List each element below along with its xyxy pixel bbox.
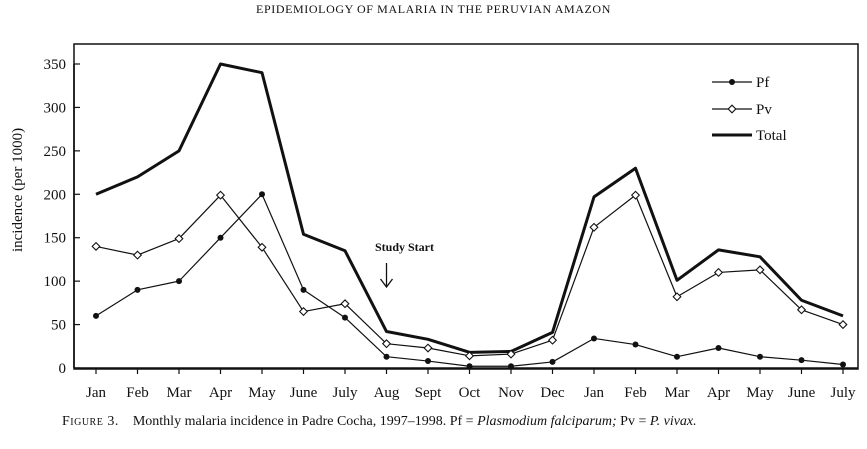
series-pf-point [93,312,99,319]
series-pf-point [259,191,265,198]
series-pf-point [134,286,141,293]
series-pf-point [383,353,390,360]
x-tick-label: Aug [374,385,400,401]
series-pv-point [506,349,516,359]
page-header: EPIDEMIOLOGY OF MALARIA IN THE PERUVIAN … [256,2,611,16]
series-pf [93,191,846,370]
series-pv-point [713,267,724,278]
series-pv-point [215,190,226,200]
x-tick-label: Apr [209,385,232,401]
caption-pf-species: Plasmodium falciparum; [477,414,617,429]
y-tick-label: 150 [44,231,67,247]
series-pf-point [217,234,224,241]
series-pv-point [340,299,350,309]
x-tick-label: Feb [624,385,647,401]
series-pv-point [423,343,433,353]
x-tick-label: Apr [707,385,730,401]
legend-pv-label: Pv [756,102,772,118]
x-tick-label: Sept [415,385,443,401]
legend-total: Total [712,128,787,144]
series-pf-point [757,353,763,360]
y-tick-label: 200 [44,187,67,203]
x-tick-label: July [830,385,856,401]
series-pf-point [549,358,556,365]
series-pf-point [176,278,182,285]
y-tick-label: 0 [59,361,67,377]
series-pv-point [91,241,101,251]
x-tick-label: June [788,385,816,401]
y-tick-label: 300 [44,100,67,116]
series-pf-point [342,314,348,321]
legend-pf-label: Pf [756,75,769,91]
plot-frame [73,43,859,370]
series-pv-point [589,222,599,232]
series-pf-point [300,286,307,293]
series-pv-point [755,265,765,275]
series-pf-point [466,363,473,370]
series-pf-point [798,357,805,364]
x-tick-label: Dec [540,385,564,401]
series-pv-point [838,319,848,330]
x-tick-label: Oct [459,385,481,401]
x-tick-label: July [332,385,358,401]
series-pf-point [674,353,680,360]
x-tick-label: Nov [498,385,524,401]
y-tick-label: 350 [44,57,67,73]
x-tick-label: Jan [86,385,106,401]
series-pv-point [298,306,309,317]
malaria-incidence-chart: incidence (per 1000) 0 50 100 150 200 250 300 3… [10,43,859,401]
series-pv-point [132,250,143,260]
legend-pv: Pv [712,102,772,118]
series-pv-point [672,292,682,302]
caption-pv-species: P. vivax. [649,414,697,429]
series-pf-point [508,363,514,370]
study-start-arrowhead [379,278,394,289]
x-tick-label: June [290,385,318,401]
y-tick-label: 50 [51,318,66,334]
series-pv-point [381,339,392,349]
x-tick-label: Mar [665,385,690,401]
x-ticks: Jan Feb Mar Apr May June July Aug Sept Oct Nov Dec J… [86,368,856,401]
caption-text: Monthly malaria incidence in Padre Cocha… [132,414,478,429]
study-start-label: Study Start [375,240,434,254]
series-pv-point [464,351,475,361]
annotation-layer: Study Start [375,240,434,289]
figure-caption: Figure 3. Monthly malaria incidence in Pa… [62,414,697,430]
x-tick-label: Jan [584,385,604,401]
series-pv-point [630,190,641,200]
legend-total-label: Total [756,128,787,144]
series-pf-point [632,341,639,348]
y-tick-label: 250 [44,144,67,160]
legend-pf-point [729,79,735,85]
y-axis-label: incidence (per 1000) [10,128,26,252]
series-pf-point [840,361,846,368]
legend: Pf Pv Total [712,75,787,144]
y-tick-label: 100 [44,274,67,290]
series-pv [91,190,848,361]
legend-pf: Pf [712,75,769,91]
caption-text-2: Pv = [616,414,650,429]
x-tick-label: May [746,385,774,401]
series-pf-point [591,335,597,342]
series-pf-point [425,358,431,365]
series-pv-line [95,194,844,357]
x-tick-label: Feb [126,385,149,401]
x-tick-label: May [248,385,276,401]
series-layer [91,62,848,370]
series-pv-point [547,335,558,345]
x-tick-label: Mar [167,385,192,401]
series-pf-point [715,345,722,352]
series-pf-line [95,193,844,367]
y-ticks: 0 50 100 150 200 250 300 350 [44,57,80,377]
series-pv-point [174,234,184,244]
figure-label: Figure 3. [62,414,119,429]
legend-pv-point [727,104,737,114]
series-pv-point [796,305,807,315]
series-pv-point [257,242,267,252]
